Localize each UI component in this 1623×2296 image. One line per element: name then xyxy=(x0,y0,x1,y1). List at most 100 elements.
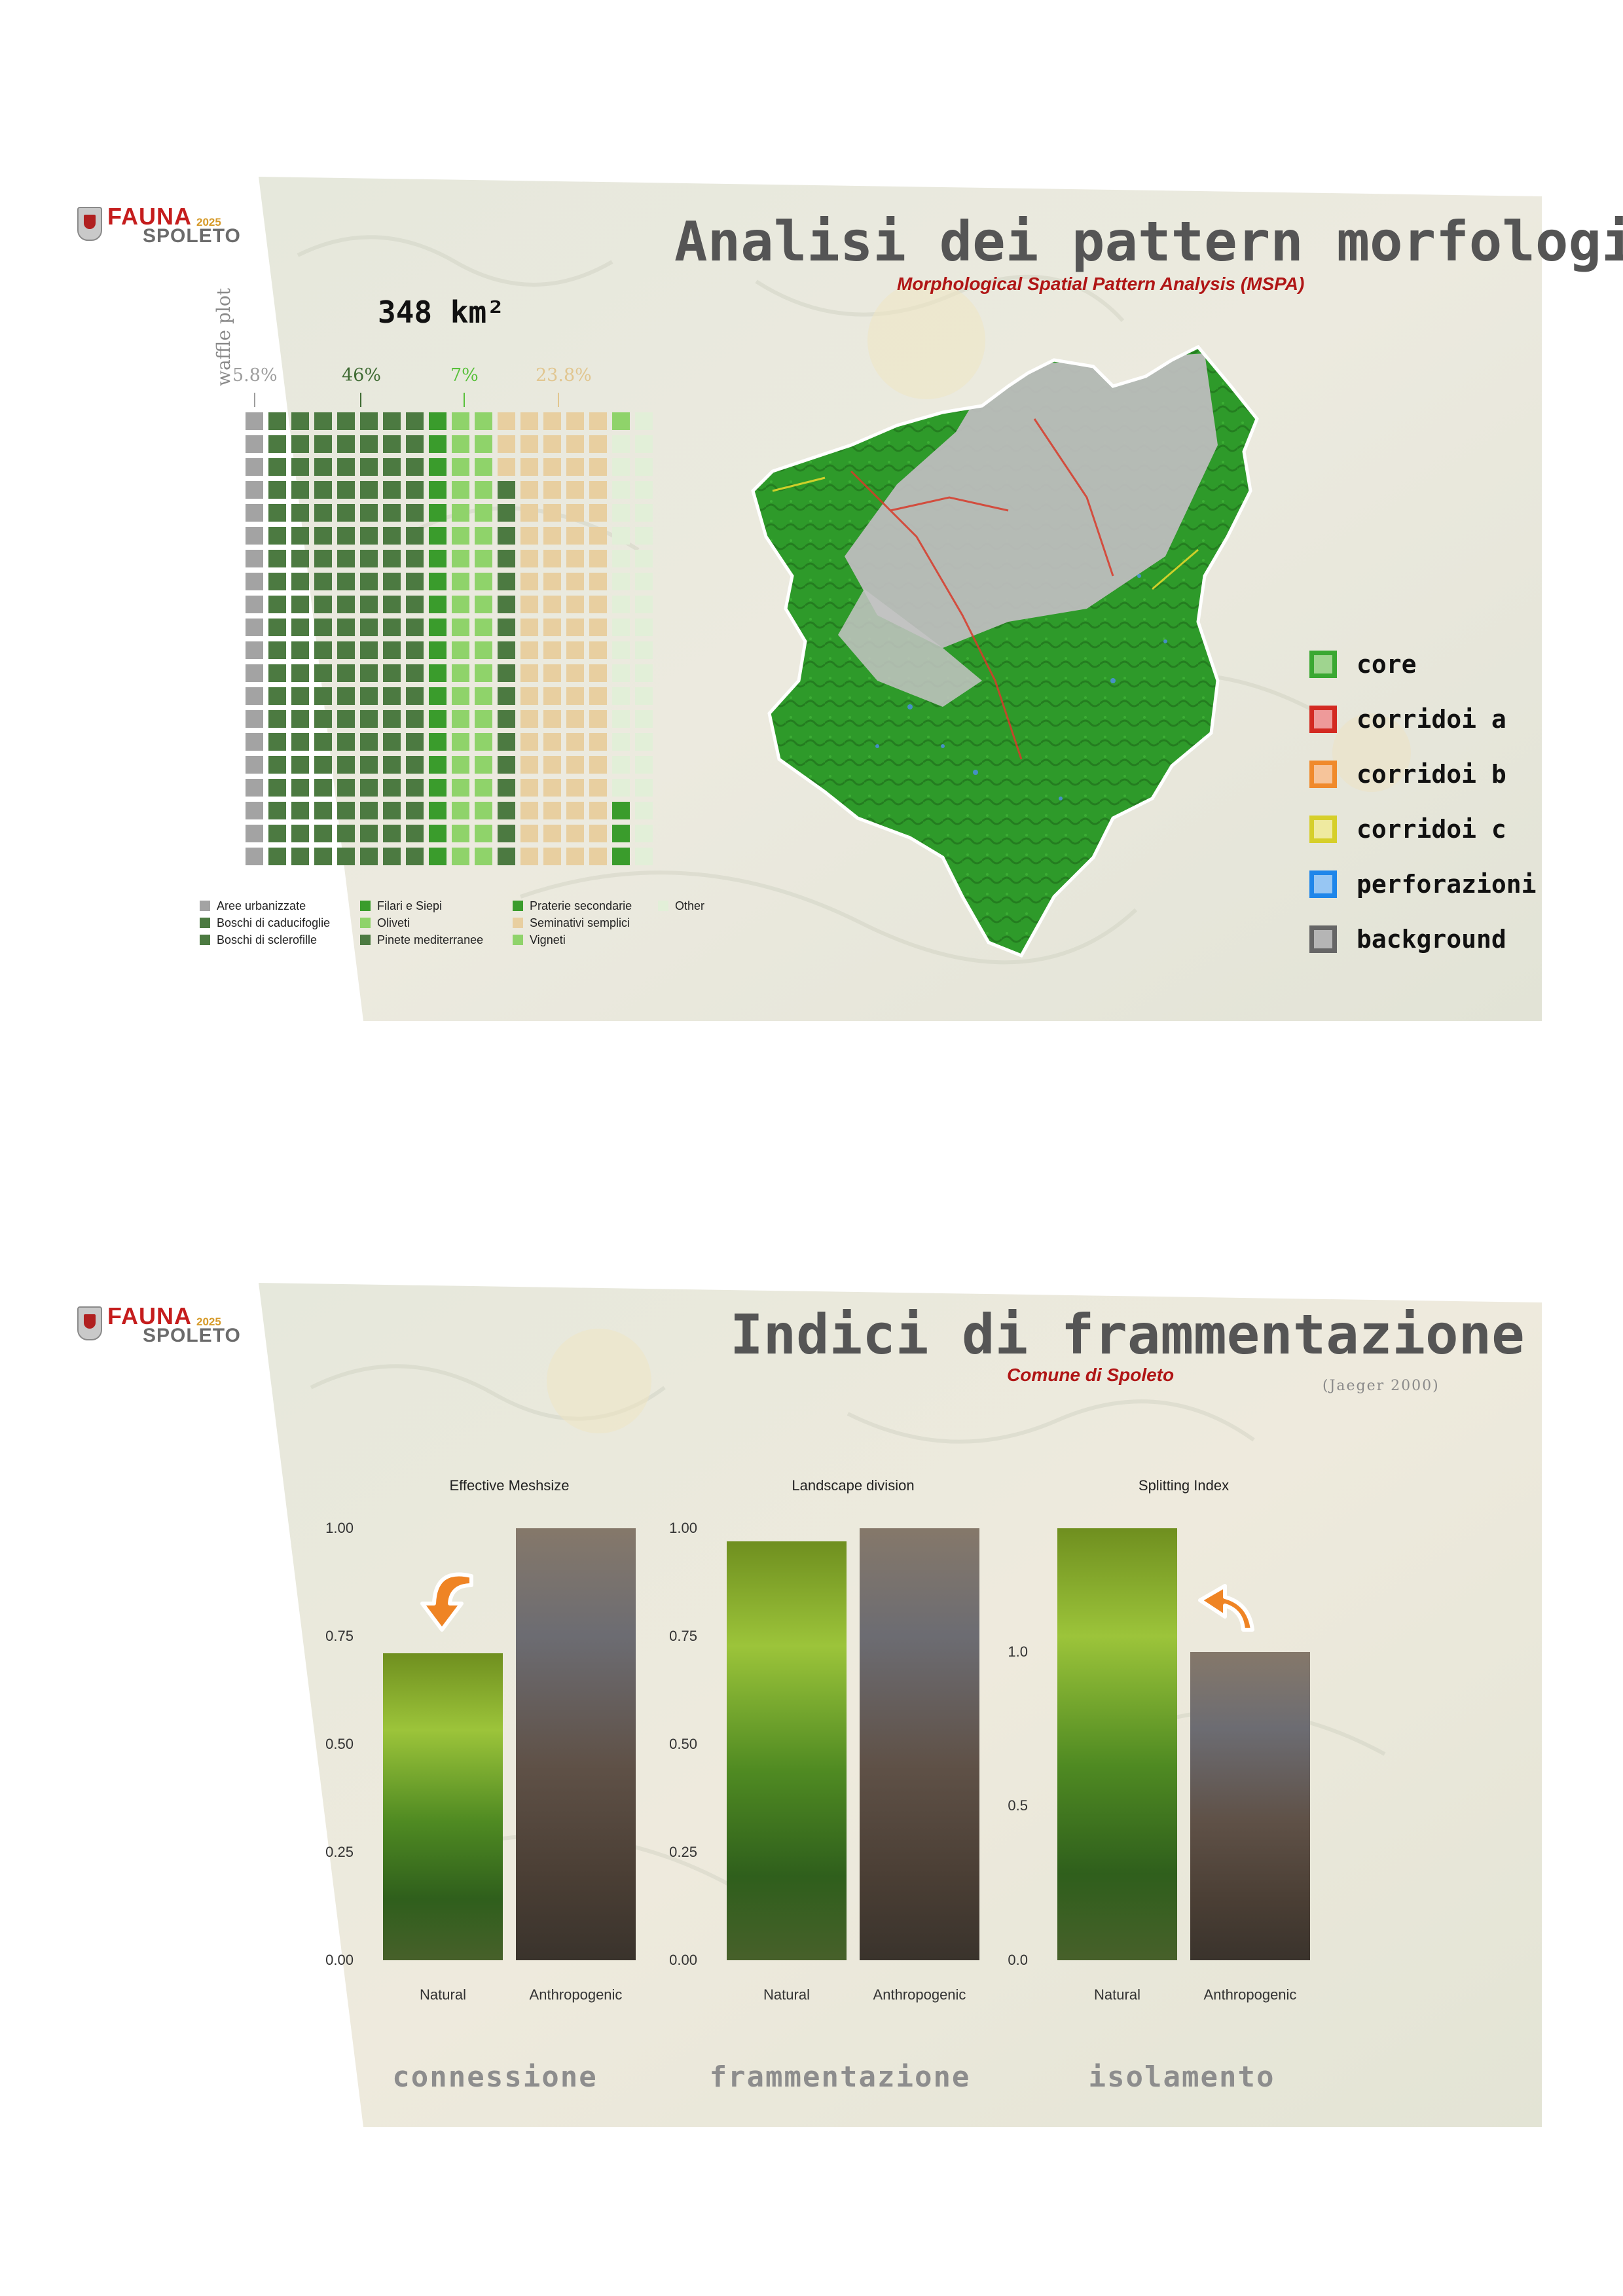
waffle-cell xyxy=(635,825,653,842)
waffle-cell xyxy=(337,527,355,545)
waffle-cell xyxy=(498,687,515,705)
waffle-cell xyxy=(314,504,332,522)
waffle-cell xyxy=(475,550,492,567)
percent-label: 7% xyxy=(450,365,479,386)
bar-anthropogenic xyxy=(860,1528,979,1960)
waffle-cell xyxy=(246,458,263,476)
legend-item: Praterie secondarie xyxy=(513,898,632,914)
waffle-cell xyxy=(429,481,447,499)
legend-label: Seminativi semplici xyxy=(530,916,630,929)
logo-city: SPOLETO xyxy=(143,1325,241,1346)
waffle-cell xyxy=(520,573,538,590)
waffle-cell xyxy=(452,573,469,590)
keyword-connessione: connessione xyxy=(392,2060,598,2094)
waffle-cell xyxy=(566,573,584,590)
waffle-cell xyxy=(429,687,447,705)
waffle-cell xyxy=(498,550,515,567)
waffle-cell xyxy=(520,848,538,865)
waffle-cell xyxy=(406,504,424,522)
waffle-cell xyxy=(337,848,355,865)
fauna-spoleto-logo: FAUNA 2025 SPOLETO xyxy=(77,203,247,255)
waffle-cell xyxy=(337,710,355,728)
y-tick-label: 1.00 xyxy=(669,1520,697,1536)
waffle-cell xyxy=(589,756,607,774)
waffle-axis-label: waffle plot xyxy=(213,288,234,386)
waffle-cell xyxy=(291,458,309,476)
waffle-cell xyxy=(520,458,538,476)
waffle-cell xyxy=(337,756,355,774)
x-tick-label: Natural xyxy=(1094,1986,1140,2003)
mspa-legend-item: perforazioni xyxy=(1309,865,1537,904)
waffle-cell xyxy=(452,435,469,453)
waffle-cell xyxy=(589,458,607,476)
waffle-cell xyxy=(635,504,653,522)
waffle-cell xyxy=(429,710,447,728)
x-tick-label: Anthropogenic xyxy=(529,1986,623,2003)
waffle-cell xyxy=(612,458,630,476)
waffle-cell xyxy=(383,848,401,865)
waffle-cell xyxy=(268,412,286,430)
waffle-cell xyxy=(246,504,263,522)
waffle-cell xyxy=(291,596,309,613)
waffle-cell xyxy=(452,596,469,613)
waffle-cell xyxy=(475,710,492,728)
waffle-cell xyxy=(498,802,515,819)
waffle-cell xyxy=(452,848,469,865)
mspa-legend-item: corridoi b xyxy=(1309,755,1506,794)
city-crest-icon xyxy=(77,207,102,241)
waffle-cell xyxy=(589,710,607,728)
y-tick-label: 0.00 xyxy=(325,1952,354,1968)
waffle-cell xyxy=(543,687,561,705)
waffle-cell xyxy=(589,596,607,613)
waffle-cell xyxy=(360,435,378,453)
legend-item: Oliveti xyxy=(360,915,410,931)
waffle-cell xyxy=(475,573,492,590)
waffle-cell xyxy=(314,596,332,613)
waffle-cell xyxy=(360,802,378,819)
waffle-cell xyxy=(246,550,263,567)
waffle-cell xyxy=(566,458,584,476)
waffle-cell xyxy=(589,550,607,567)
waffle-cell xyxy=(475,527,492,545)
city-crest-icon xyxy=(77,1306,102,1340)
page-title: Indici di frammentazione xyxy=(730,1302,1525,1367)
waffle-cell xyxy=(360,527,378,545)
waffle-cell xyxy=(246,779,263,797)
waffle-cell xyxy=(520,641,538,659)
legend-swatch xyxy=(513,918,523,928)
waffle-cell xyxy=(291,641,309,659)
waffle-cell xyxy=(612,687,630,705)
logo-city: SPOLETO xyxy=(143,225,241,247)
legend-swatch xyxy=(360,901,371,911)
waffle-cell xyxy=(498,596,515,613)
waffle-cell xyxy=(635,779,653,797)
waffle-cell xyxy=(612,619,630,636)
percent-label: 5.8% xyxy=(232,365,278,386)
waffle-cell xyxy=(543,527,561,545)
waffle-cell xyxy=(268,641,286,659)
waffle-cell xyxy=(452,527,469,545)
waffle-cell xyxy=(406,527,424,545)
waffle-cell xyxy=(543,710,561,728)
waffle-cell xyxy=(452,550,469,567)
waffle-cell xyxy=(429,573,447,590)
waffle-cell xyxy=(612,779,630,797)
waffle-cell xyxy=(498,710,515,728)
waffle-cell xyxy=(246,710,263,728)
waffle-cell xyxy=(383,412,401,430)
waffle-cell xyxy=(452,710,469,728)
waffle-cell xyxy=(566,641,584,659)
legend-swatch xyxy=(513,935,523,945)
curved-arrow-up-icon xyxy=(1198,1584,1254,1632)
waffle-cell xyxy=(520,619,538,636)
waffle-cell xyxy=(360,641,378,659)
waffle-cell xyxy=(543,664,561,682)
waffle-cell xyxy=(246,802,263,819)
waffle-cell xyxy=(543,435,561,453)
waffle-cell xyxy=(589,664,607,682)
waffle-cell xyxy=(498,733,515,751)
waffle-cell xyxy=(291,664,309,682)
page-title: Analisi dei pattern morfologici xyxy=(674,209,1623,274)
area-value: 348 km² xyxy=(378,295,505,330)
waffle-cell xyxy=(635,550,653,567)
